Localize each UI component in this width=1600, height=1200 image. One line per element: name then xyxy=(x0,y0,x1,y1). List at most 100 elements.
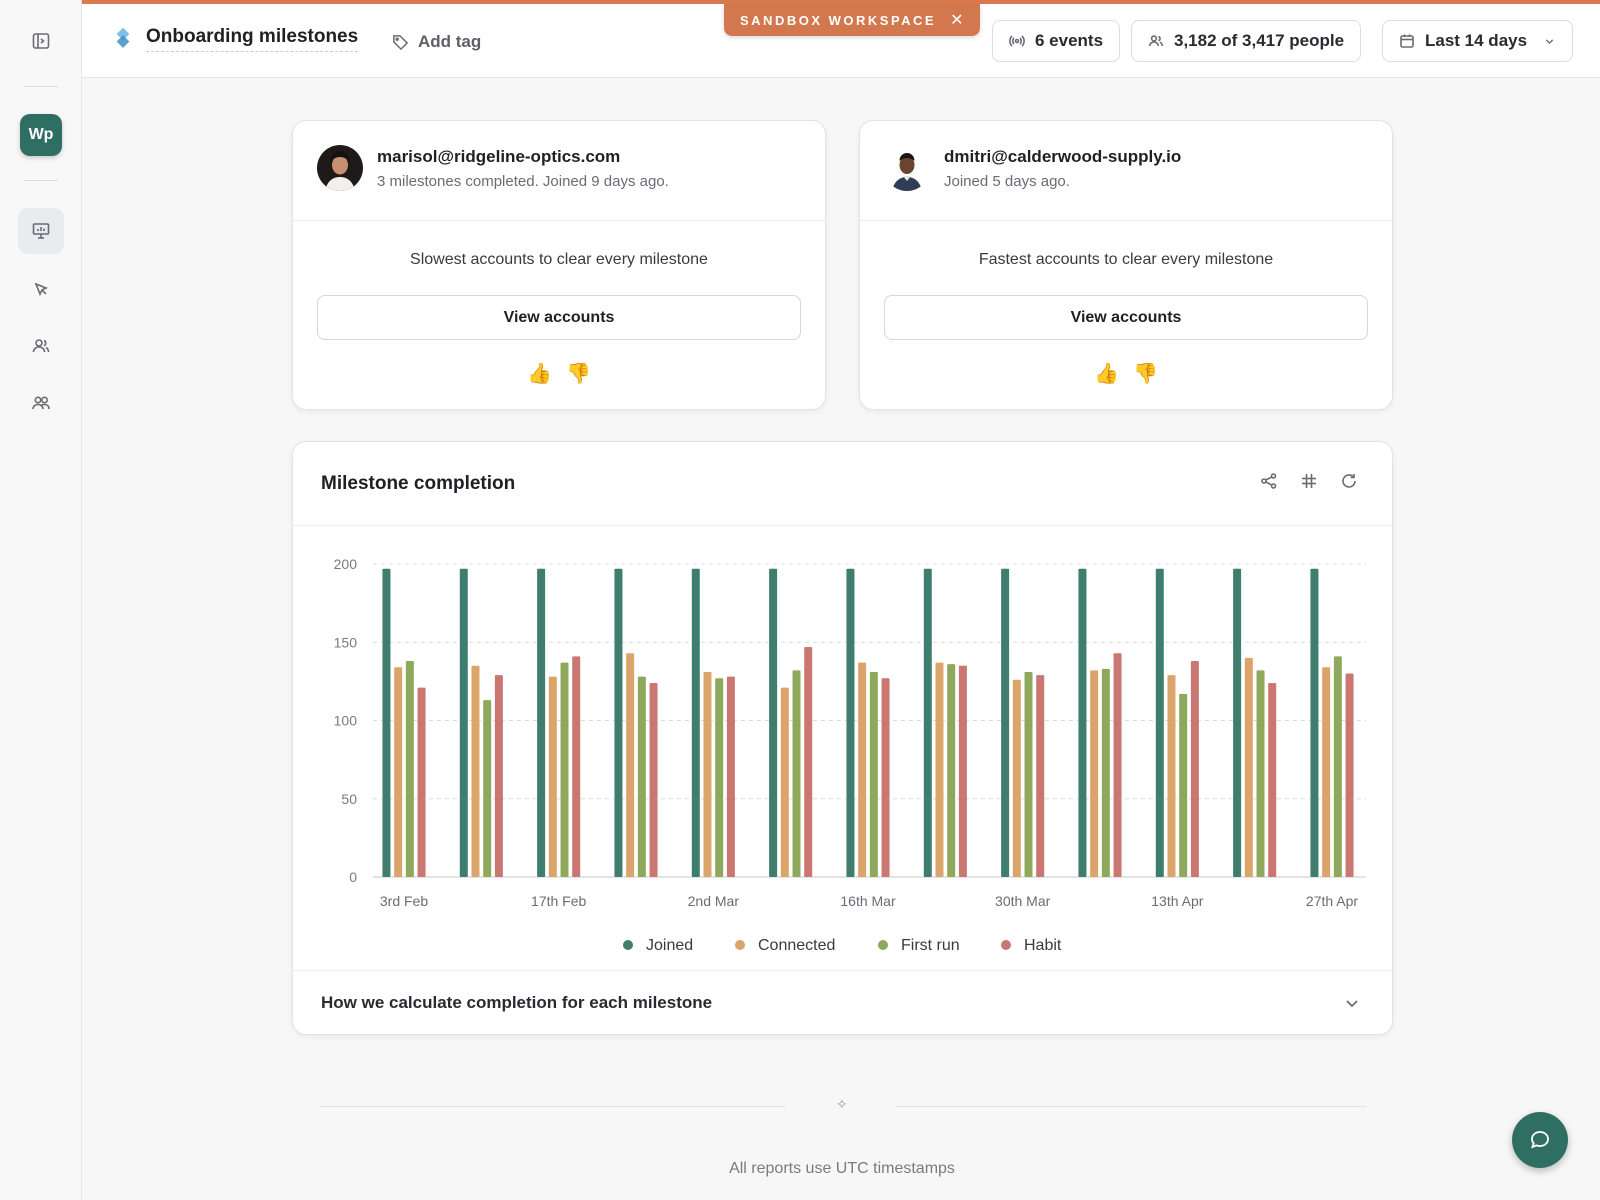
bar-first-run xyxy=(405,661,414,877)
bar-first-run xyxy=(483,700,492,877)
x-tick-label: 3rd Feb xyxy=(380,893,428,909)
view-accounts-button[interactable]: View accounts xyxy=(884,295,1368,340)
legend-label: Habit xyxy=(1024,937,1062,954)
bar-habit xyxy=(494,675,503,877)
bar-joined xyxy=(846,568,855,877)
feedback-group: 👍 👎 xyxy=(293,361,825,386)
calendar-icon xyxy=(1400,34,1414,48)
bar-connected xyxy=(1012,679,1021,877)
avatar xyxy=(884,145,930,191)
workspace-avatar[interactable]: Wp xyxy=(20,114,62,156)
broadcast-icon xyxy=(1009,35,1025,47)
bar-habit xyxy=(417,687,426,877)
y-tick-label: 100 xyxy=(334,713,358,729)
legend-label: First run xyxy=(901,937,960,954)
bar-connected xyxy=(703,671,712,877)
bar-joined xyxy=(769,568,778,877)
x-tick-label: 27th Apr xyxy=(1306,893,1358,909)
bar-habit xyxy=(1113,653,1122,877)
user-email[interactable]: dmitri@calderwood-supply.io xyxy=(944,147,1182,166)
chart-title: Milestone completion xyxy=(321,473,516,494)
legend-swatch xyxy=(735,940,745,950)
chat-bubble-icon xyxy=(1531,1131,1549,1149)
left-rail: Wp xyxy=(0,0,82,1200)
thumbs-down-icon[interactable]: 👎 xyxy=(566,363,591,385)
rail-divider xyxy=(24,86,58,87)
presentation-chart-icon xyxy=(32,223,50,239)
feedback-group: 👍 👎 xyxy=(860,361,1392,386)
close-icon[interactable]: ✕ xyxy=(950,12,964,29)
bar-connected xyxy=(1090,670,1099,877)
bar-joined xyxy=(1078,568,1087,877)
bar-joined xyxy=(691,568,700,877)
share-icon xyxy=(1261,473,1277,489)
toggle-sidebar-button[interactable] xyxy=(18,18,64,64)
bar-habit xyxy=(726,676,735,877)
bar-first-run xyxy=(869,671,878,877)
bar-connected xyxy=(626,653,635,877)
legend-swatch xyxy=(878,940,888,950)
events-button[interactable]: 6 events xyxy=(992,20,1121,62)
view-accounts-button[interactable]: View accounts xyxy=(317,295,801,340)
x-tick-label: 17th Feb xyxy=(531,893,586,909)
card-header: dmitri@calderwood-supply.io Joined 5 day… xyxy=(860,121,1392,221)
diamond-logo-icon xyxy=(116,28,130,48)
bar-joined xyxy=(1155,568,1164,877)
sidebar-item-dashboards[interactable] xyxy=(18,208,64,254)
thumbs-up-icon[interactable]: 👍 xyxy=(527,363,552,385)
fastest-accounts-card: dmitri@calderwood-supply.io Joined 5 day… xyxy=(859,120,1393,410)
bar-habit xyxy=(572,656,581,877)
y-tick-label: 200 xyxy=(334,556,358,572)
bar-habit xyxy=(881,678,890,877)
user-subtitle: Joined 5 days ago. xyxy=(944,173,1070,190)
user-subtitle: 3 milestones completed. Joined 9 days ag… xyxy=(377,173,669,190)
utc-note: All reports use UTC timestamps xyxy=(729,1160,955,1177)
share-button[interactable] xyxy=(1260,472,1278,495)
avatar xyxy=(317,145,363,191)
slowest-accounts-card: marisol@ridgeline-optics.com 3 milestone… xyxy=(292,120,826,410)
refresh-button[interactable] xyxy=(1340,472,1358,495)
bar-first-run xyxy=(560,662,569,877)
grid-toggle-button[interactable] xyxy=(1300,472,1318,495)
sparkle-icon: ✧ xyxy=(836,1096,848,1112)
sidebar-item-people[interactable] xyxy=(18,323,64,369)
people-button[interactable]: 3,182 of 3,417 people xyxy=(1131,20,1362,62)
calculation-accordion[interactable]: How we calculate completion for each mil… xyxy=(293,970,1392,1034)
footer-divider xyxy=(896,1106,1366,1107)
bar-habit xyxy=(958,665,967,877)
page-header: Onboarding milestones Add tag SANDBOX WO… xyxy=(82,4,1600,78)
y-tick-label: 0 xyxy=(349,869,357,885)
top-accent-bar xyxy=(82,0,1600,4)
bar-connected xyxy=(780,687,789,877)
bar-first-run xyxy=(637,676,646,877)
users-icon xyxy=(1149,35,1163,47)
add-tag-button[interactable]: Add tag xyxy=(392,32,481,52)
cursor-click-icon xyxy=(34,282,48,296)
bar-habit xyxy=(804,646,813,877)
bar-first-run xyxy=(947,664,956,877)
chat-button[interactable] xyxy=(1512,1112,1568,1168)
rail-divider xyxy=(24,180,58,181)
y-tick-label: 150 xyxy=(334,634,358,650)
tag-icon xyxy=(393,34,409,50)
user-email[interactable]: marisol@ridgeline-optics.com xyxy=(377,147,621,166)
page-title-group: Onboarding milestones xyxy=(112,26,359,52)
accordion-title: How we calculate completion for each mil… xyxy=(321,993,713,1012)
thumbs-up-icon[interactable]: 👍 xyxy=(1094,363,1119,385)
bar-connected xyxy=(548,676,557,877)
bar-connected xyxy=(935,662,944,877)
bar-habit xyxy=(1190,661,1199,877)
page-title[interactable]: Onboarding milestones xyxy=(146,26,359,52)
date-range-select[interactable]: Last 14 days xyxy=(1382,20,1574,62)
sidebar-item-groups[interactable] xyxy=(18,380,64,426)
bar-connected xyxy=(1322,667,1331,877)
legend-label: Connected xyxy=(758,937,835,954)
sidebar-toggle-icon xyxy=(32,33,50,49)
people-count: 3,182 of 3,417 people xyxy=(1174,31,1345,50)
sidebar-item-events[interactable] xyxy=(18,266,64,312)
bar-first-run xyxy=(1101,668,1110,877)
sandbox-workspace-banner: SANDBOX WORKSPACE ✕ xyxy=(724,4,980,36)
thumbs-down-icon[interactable]: 👎 xyxy=(1133,363,1158,385)
bar-first-run xyxy=(1256,670,1265,877)
chevron-down-icon xyxy=(1346,1000,1358,1008)
